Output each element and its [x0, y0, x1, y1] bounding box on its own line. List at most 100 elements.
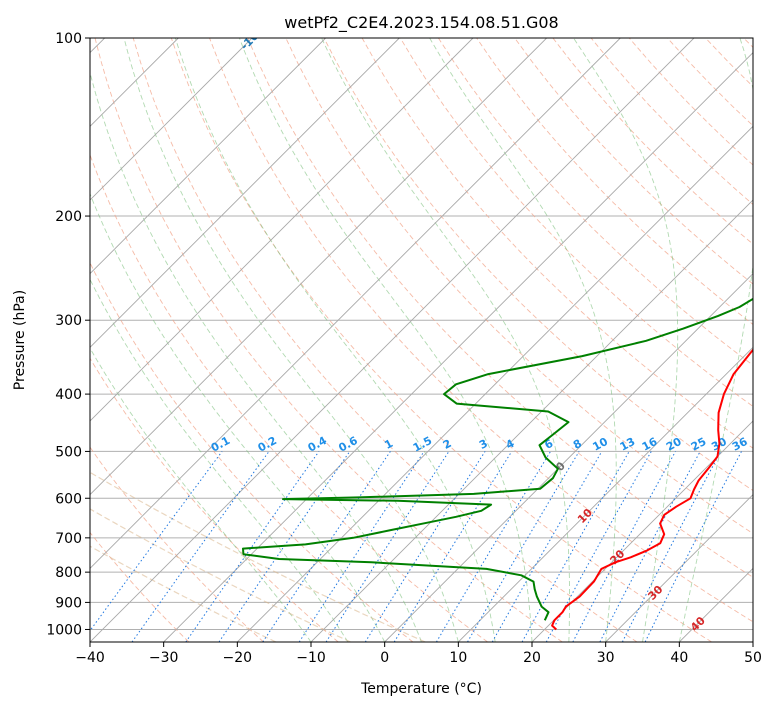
mixing-ratio-label: 20: [664, 435, 684, 454]
moist-adiabat-line: [90, 278, 349, 642]
y-tick-label: 800: [55, 565, 82, 581]
mixing-ratio-line: [644, 451, 742, 642]
y-tick-label: 200: [55, 209, 82, 225]
x-axis-label: Temperature (°C): [360, 681, 482, 697]
isotherm-line: [458, 346, 753, 642]
mixing-ratio-label: 36: [730, 435, 750, 454]
reference-adiabat-line: [90, 508, 351, 642]
plot-area: 0.10.20.40.611.52346810131620253036-100-…: [90, 38, 753, 642]
dry-adiabat-line: [285, 38, 753, 535]
isotherm-label: 40: [688, 614, 708, 634]
isotherm-line: [752, 641, 753, 642]
isotherm-line: [310, 199, 753, 642]
mixing-ratio-line: [262, 451, 391, 642]
mixing-ratio-line: [185, 451, 320, 642]
x-tick-label: 40: [670, 650, 688, 666]
moist-adiabat-line: [174, 38, 496, 642]
y-tick-label: 300: [55, 313, 82, 329]
mixing-ratio-lines: [90, 451, 742, 642]
sounding-series: [242, 297, 753, 631]
temperature-profile-line: [551, 348, 753, 631]
mixing-ratio-label: 13: [618, 435, 638, 454]
y-tick-label: 1000: [46, 622, 82, 638]
dry-adiabat-line: [170, 38, 712, 642]
isotherm-line: [90, 38, 400, 348]
dry-adiabats: [90, 38, 753, 642]
isotherm-label: 10: [575, 506, 595, 526]
y-axis-label: Pressure (hPa): [12, 290, 28, 390]
dry-adiabat-line: [705, 38, 753, 88]
reference-adiabat-line: [90, 471, 426, 642]
dry-adiabat-line: [399, 38, 753, 407]
isotherm-line: [90, 38, 695, 642]
moist-adiabat-line: [90, 70, 422, 642]
reference-adiabat-line: [90, 545, 277, 642]
isotherm-line: [531, 420, 753, 642]
isotherm-line: [163, 52, 753, 642]
line-labels: 0.10.20.40.611.52346810131620253036-100-…: [209, 38, 750, 634]
isotherm-line: [90, 38, 547, 496]
y-tick-label: 900: [55, 595, 82, 611]
dry-adiabat-line: [743, 38, 753, 49]
mixing-ratio-label: 2: [441, 437, 454, 452]
isotherm-line: [237, 125, 753, 642]
isotherm-line: [384, 273, 753, 642]
dry-adiabat-line: [209, 38, 753, 623]
mixing-ratio-line: [393, 451, 513, 642]
dry-adiabat-line: [90, 261, 414, 642]
mixing-ratio-label: 1: [382, 437, 395, 452]
dry-adiabat-line: [323, 38, 753, 492]
moist-adiabat-line: [238, 38, 533, 642]
x-tick-label: 30: [597, 650, 615, 666]
moist-adiabat-line: [678, 38, 753, 642]
moist-adiabat-line: [123, 38, 459, 642]
dry-adiabat-line: [90, 357, 339, 642]
y-tick-label: 500: [55, 444, 82, 460]
dry-adiabat-line: [90, 531, 190, 642]
isotherm-line: [90, 38, 326, 275]
pressure-grid: [90, 38, 753, 630]
y-tick-label: 400: [55, 387, 82, 403]
mixing-ratio-line: [572, 451, 676, 642]
isotherm-line: [90, 38, 621, 569]
isotherm-label: 30: [645, 583, 665, 603]
moist-adiabat-line: [90, 347, 312, 642]
mixing-ratio-label: 25: [689, 435, 709, 454]
moist-adiabat-line: [321, 38, 571, 642]
mixing-ratio-line: [131, 451, 270, 642]
y-axis-ticks: 100 200 300 400 500 600 700 800 900 1000: [46, 31, 90, 638]
dry-adiabat-line: [94, 38, 563, 642]
x-tick-label: 0: [380, 650, 389, 666]
mixing-ratio-line: [218, 451, 351, 642]
mixing-ratio-line: [545, 451, 652, 642]
mixing-ratio-label: 4: [504, 437, 517, 452]
x-tick-label: 50: [744, 650, 762, 666]
x-tick-label: −10: [296, 650, 326, 666]
x-tick-label: −40: [75, 650, 105, 666]
dry-adiabat-line: [90, 153, 488, 642]
isotherms: [90, 38, 753, 642]
mixing-ratio-line: [521, 451, 630, 642]
mixing-ratio-label: 10: [590, 435, 610, 454]
isotherm-line: [679, 567, 753, 642]
mixing-ratio-line: [435, 451, 552, 642]
x-tick-label: −20: [223, 650, 253, 666]
y-tick-label: 100: [55, 31, 82, 47]
dry-adiabat-line: [514, 38, 753, 285]
plot-frame: [89, 37, 754, 643]
dry-adiabat-line: [667, 38, 753, 127]
x-tick-label: 20: [523, 650, 541, 666]
mixing-ratio-line: [90, 451, 223, 632]
chart-title: wetPf2_C2E4.2023.154.08.51.G08: [284, 13, 558, 33]
moist-adiabat-line: [429, 38, 617, 642]
dry-adiabat-line: [438, 38, 753, 366]
mixing-ratio-line: [621, 451, 722, 642]
dry-adiabat-line: [90, 446, 264, 642]
mixing-ratio-label: 16: [640, 435, 660, 454]
dry-adiabat-line: [132, 38, 638, 642]
x-tick-label: 10: [449, 650, 467, 666]
x-axis-ticks: −40 −30 −20 −10 0 10 20 30 40 50: [75, 642, 762, 666]
y-tick-label: 700: [55, 531, 82, 547]
x-tick-label: −30: [149, 650, 179, 666]
